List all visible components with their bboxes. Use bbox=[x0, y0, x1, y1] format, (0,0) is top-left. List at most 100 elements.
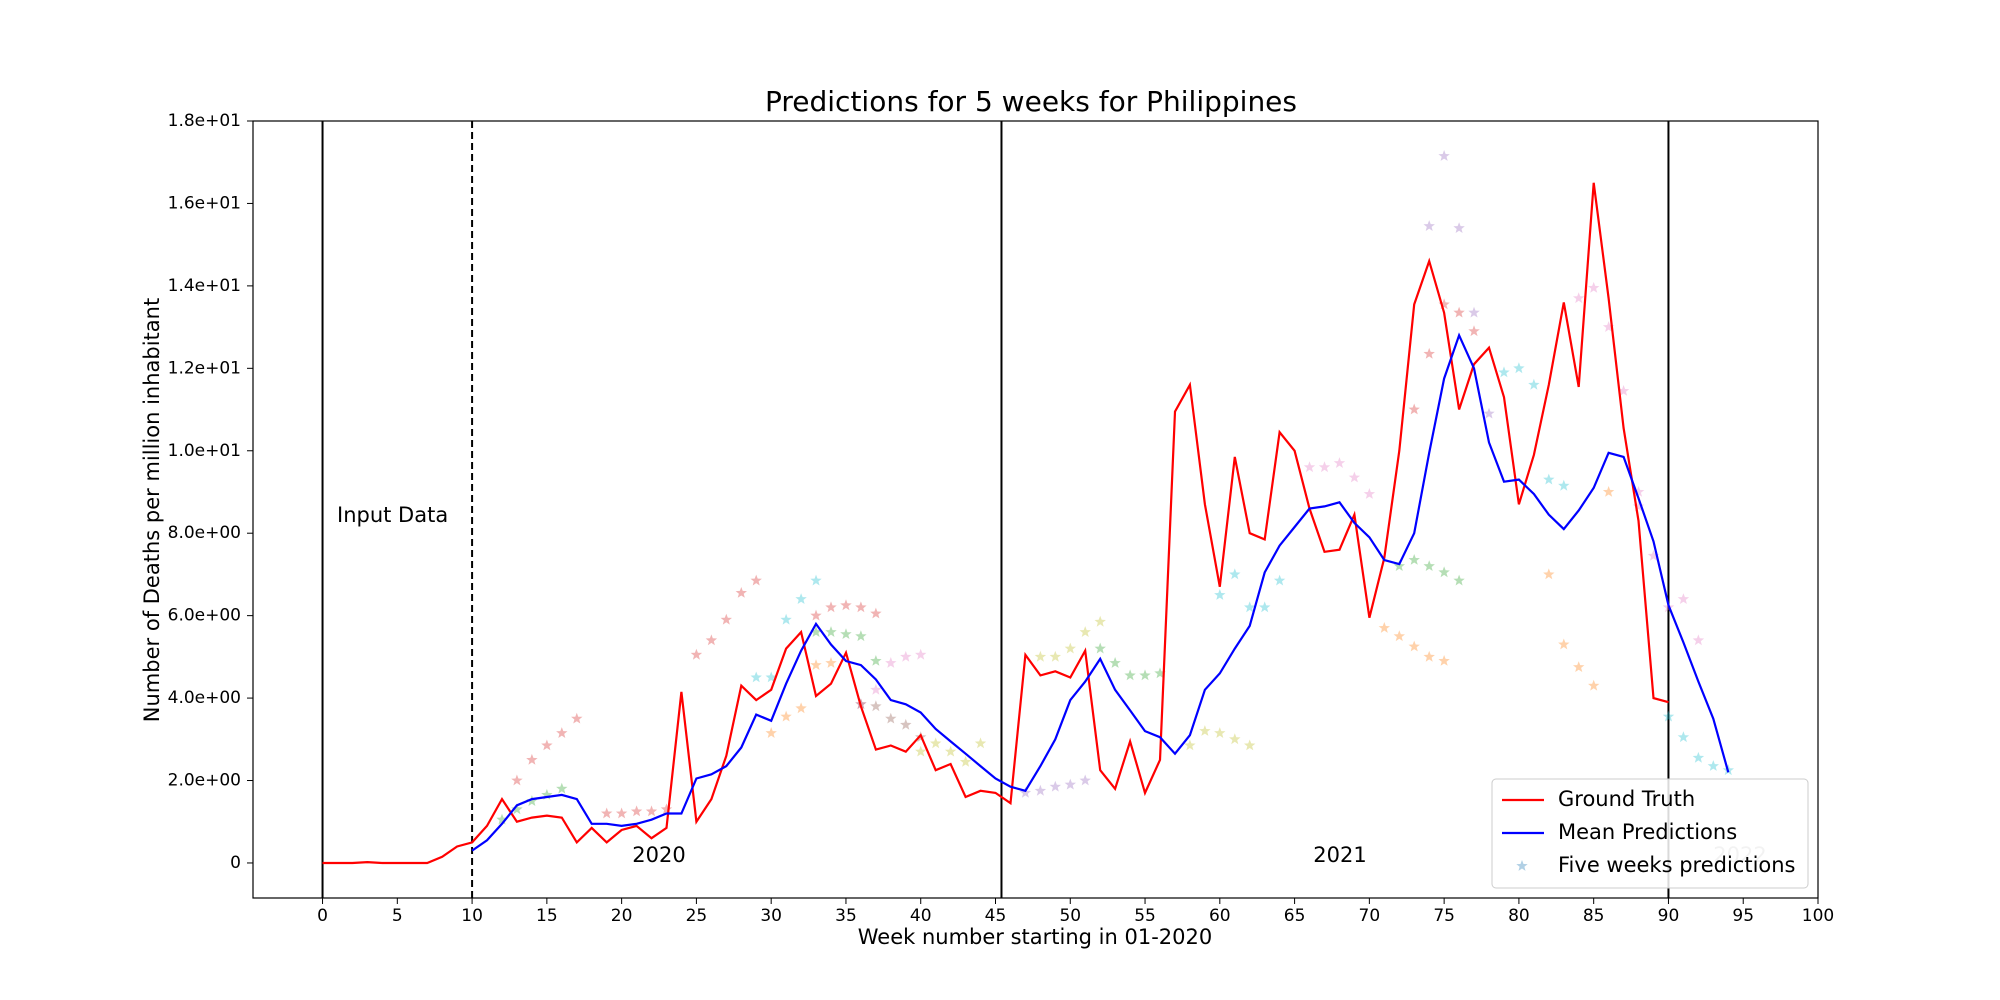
prediction-star bbox=[1244, 739, 1256, 751]
y-tick-label: 8.0e+00 bbox=[168, 523, 241, 543]
prediction-star bbox=[556, 782, 568, 794]
prediction-star bbox=[1049, 780, 1061, 792]
prediction-star bbox=[840, 599, 852, 611]
prediction-star bbox=[1049, 650, 1061, 662]
series-line bbox=[471, 332, 1730, 852]
prediction-star bbox=[810, 659, 822, 670]
prediction-star bbox=[900, 718, 912, 730]
prediction-star bbox=[1034, 650, 1047, 662]
prediction-star bbox=[1602, 321, 1615, 332]
prediction-star bbox=[1438, 150, 1450, 161]
prediction-star bbox=[526, 795, 538, 806]
prediction-star bbox=[765, 727, 777, 738]
legend-box bbox=[1491, 778, 1809, 889]
prediction-star bbox=[1348, 471, 1361, 483]
prediction-star bbox=[1453, 574, 1465, 586]
y-tick-label: 1.4e+01 bbox=[168, 276, 241, 296]
prediction-star bbox=[1393, 630, 1405, 642]
prediction-star bbox=[1453, 222, 1465, 233]
prediction-star bbox=[1543, 473, 1555, 485]
prediction-star bbox=[1154, 667, 1166, 679]
prediction-star bbox=[915, 648, 927, 660]
y-tick-label: 1.6e+01 bbox=[168, 193, 241, 213]
prediction-star bbox=[765, 671, 777, 683]
x-tick-label: 25 bbox=[686, 906, 708, 926]
prediction-star bbox=[1034, 784, 1047, 796]
prediction-star bbox=[780, 710, 792, 722]
x-tick-label: 10 bbox=[461, 906, 483, 926]
prediction-star bbox=[1677, 593, 1690, 604]
prediction-star bbox=[1558, 479, 1570, 491]
y-tick-label: 4.0e+00 bbox=[168, 688, 241, 708]
prediction-star bbox=[1333, 457, 1346, 468]
prediction-star bbox=[825, 626, 837, 637]
x-tick-label: 75 bbox=[1433, 906, 1455, 926]
prediction-star bbox=[1199, 725, 1211, 736]
series-line bbox=[322, 182, 1669, 865]
prediction-star bbox=[1692, 751, 1705, 763]
y-tick-label: 1.0e+01 bbox=[168, 441, 241, 461]
x-tick-label: 40 bbox=[910, 906, 932, 926]
prediction-star bbox=[615, 807, 628, 819]
prediction-star bbox=[1632, 500, 1645, 512]
x-tick-label: 65 bbox=[1284, 906, 1306, 926]
prediction-star bbox=[630, 805, 643, 817]
prediction-star bbox=[571, 712, 583, 724]
prediction-star bbox=[1423, 650, 1435, 662]
x-tick-label: 60 bbox=[1209, 906, 1231, 926]
prediction-star bbox=[1064, 642, 1076, 654]
prediction-star bbox=[780, 613, 792, 625]
legend-label: Ground Truth bbox=[1558, 787, 1695, 811]
prediction-star bbox=[690, 648, 703, 660]
prediction-star bbox=[1423, 347, 1435, 359]
chart-title: Predictions for 5 weeks for Philippines bbox=[765, 85, 1297, 118]
prediction-star bbox=[840, 628, 852, 639]
prediction-star bbox=[1438, 655, 1450, 666]
y-tick-label: 1.8e+01 bbox=[168, 111, 241, 131]
prediction-star bbox=[1453, 306, 1465, 318]
prediction-star bbox=[1558, 638, 1570, 650]
x-tick-label: 100 bbox=[1802, 906, 1834, 926]
prediction-star bbox=[556, 727, 568, 738]
prediction-star bbox=[930, 737, 942, 749]
legend: Ground Truth Mean Predictions Five weeks p… bbox=[1491, 778, 1809, 889]
prediction-star bbox=[511, 774, 523, 786]
prediction-star bbox=[944, 745, 957, 757]
y-tick-label: 6.0e+00 bbox=[168, 606, 241, 626]
prediction-star bbox=[1393, 560, 1405, 571]
prediction-star bbox=[795, 593, 807, 604]
prediction-star bbox=[511, 803, 523, 815]
prediction-star bbox=[974, 737, 987, 749]
prediction-star bbox=[810, 574, 822, 586]
x-tick-label: 15 bbox=[536, 906, 558, 926]
prediction-star bbox=[1573, 661, 1585, 672]
x-tick-label: 30 bbox=[760, 906, 782, 926]
prediction-star bbox=[1438, 566, 1450, 578]
x-tick-label: 90 bbox=[1658, 906, 1680, 926]
prediction-star bbox=[735, 587, 747, 598]
prediction-star bbox=[1139, 669, 1151, 681]
prediction-star bbox=[1573, 292, 1585, 304]
legend-marker bbox=[1516, 860, 1528, 871]
prediction-star bbox=[496, 813, 508, 825]
prediction-star bbox=[750, 574, 762, 586]
prediction-star bbox=[660, 803, 673, 815]
prediction-star bbox=[870, 655, 882, 666]
prediction-star bbox=[855, 601, 867, 613]
prediction-star bbox=[1677, 731, 1690, 743]
prediction-star bbox=[1423, 560, 1435, 571]
prediction-star bbox=[810, 626, 822, 637]
x-tick-label: 85 bbox=[1583, 906, 1605, 926]
prediction-star bbox=[1229, 733, 1241, 745]
x-tick-label: 70 bbox=[1359, 906, 1381, 926]
legend-label: Five weeks predictions bbox=[1558, 853, 1796, 877]
x-tick-label: 45 bbox=[985, 906, 1007, 926]
prediction-star bbox=[1318, 461, 1331, 473]
x-tick-label: 20 bbox=[611, 906, 633, 926]
prediction-star bbox=[1588, 679, 1600, 691]
prediction-star bbox=[855, 630, 867, 642]
prediction-star bbox=[1363, 488, 1376, 499]
prediction-star bbox=[1408, 403, 1420, 415]
prediction-star bbox=[1124, 669, 1136, 681]
x-tick-label: 95 bbox=[1732, 906, 1754, 926]
